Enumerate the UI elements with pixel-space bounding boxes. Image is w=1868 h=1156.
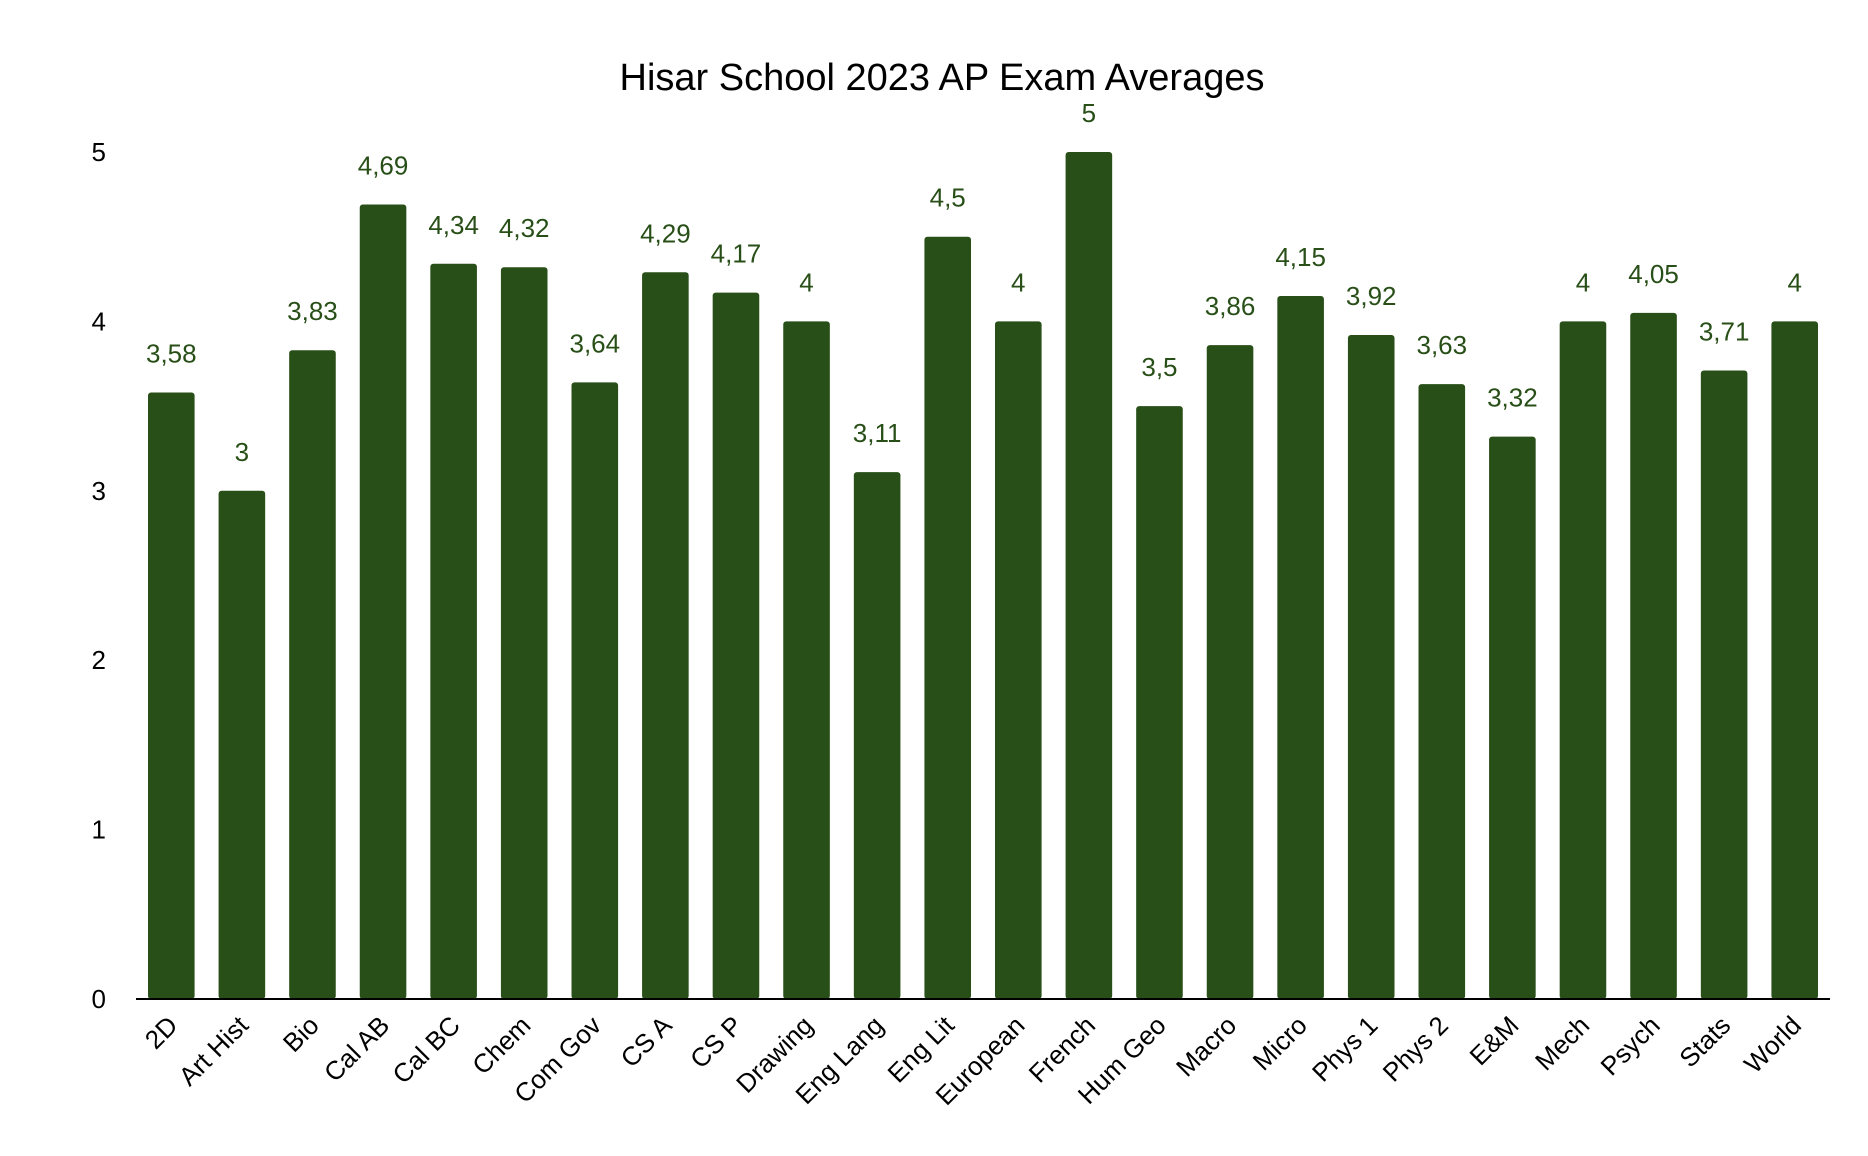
bar xyxy=(712,292,760,1000)
chart-title: Hisar School 2023 AP Exam Averages xyxy=(620,57,1265,99)
data-label: 3,63 xyxy=(1416,330,1467,360)
bar xyxy=(924,236,972,999)
bar xyxy=(1559,321,1607,999)
x-tick-label: Macro xyxy=(1170,1010,1242,1082)
bar xyxy=(430,263,477,999)
x-tick-label: E&M xyxy=(1464,1010,1525,1071)
data-label: 3,11 xyxy=(853,418,902,448)
bar xyxy=(571,382,619,999)
x-tick-label: Bio xyxy=(277,1010,325,1058)
data-label: 3,83 xyxy=(287,296,338,326)
data-label: 4,5 xyxy=(930,183,966,213)
bar xyxy=(148,392,195,999)
bar xyxy=(1347,334,1395,999)
bar xyxy=(289,350,336,999)
data-label: 4,34 xyxy=(428,210,479,240)
data-label: 4 xyxy=(799,267,813,297)
data-label: 3,86 xyxy=(1205,291,1256,321)
bar xyxy=(1065,152,1113,999)
y-tick-label: 4 xyxy=(92,306,106,336)
bar xyxy=(1489,436,1536,1000)
y-tick-label: 1 xyxy=(92,815,106,845)
data-label: 4 xyxy=(1787,267,1801,297)
data-label: 3,32 xyxy=(1487,383,1538,413)
bar xyxy=(995,321,1042,999)
y-tick-label: 3 xyxy=(92,476,106,506)
data-labels: 3,58 3 3,83 4,69 4,34 4,32 3,64 4,29 4,17 4 3,11 4,… xyxy=(146,98,1802,467)
x-tick-label: Art Hist xyxy=(173,1009,255,1091)
bar xyxy=(1700,370,1748,999)
data-label: 3,58 xyxy=(146,339,197,369)
data-label: 4,29 xyxy=(640,218,691,248)
bar xyxy=(1418,384,1466,1000)
data-label: 3,92 xyxy=(1346,281,1397,311)
x-tick-label: 2D xyxy=(139,1010,184,1055)
x-tick-label: CS P xyxy=(684,1010,748,1074)
bar xyxy=(1630,312,1677,999)
x-tick-label: Psych xyxy=(1594,1010,1665,1081)
bar xyxy=(853,472,901,999)
x-tick-label: World xyxy=(1738,1010,1807,1079)
data-label: 4 xyxy=(1576,267,1590,297)
data-label: 3,71 xyxy=(1699,317,1750,347)
y-tick-label: 5 xyxy=(92,137,106,167)
data-label: 4,15 xyxy=(1275,242,1326,272)
bar xyxy=(218,490,266,999)
bar xyxy=(1136,406,1183,1000)
x-tick-label: Phys 1 xyxy=(1306,1010,1383,1087)
bars xyxy=(148,152,1819,1000)
y-tick-label: 0 xyxy=(92,984,106,1014)
data-label: 4,17 xyxy=(711,239,762,269)
bar xyxy=(642,272,689,999)
data-label: 5 xyxy=(1082,98,1096,128)
bar xyxy=(1277,295,1324,999)
x-tick-label: CS A xyxy=(615,1010,679,1074)
bar xyxy=(500,267,548,999)
x-tick-label: Cal AB xyxy=(318,1010,395,1087)
y-axis: 0 1 2 3 4 5 xyxy=(92,137,106,1014)
x-tick-label: Mech xyxy=(1529,1010,1595,1076)
data-label: 3,64 xyxy=(569,328,620,358)
data-label: 3 xyxy=(235,437,249,467)
y-tick-label: 2 xyxy=(92,645,106,675)
x-tick-label: Micro xyxy=(1247,1010,1313,1076)
bar xyxy=(1206,345,1254,999)
bar xyxy=(783,321,830,999)
data-label: 4,69 xyxy=(358,151,409,181)
x-tick-label: Phys 2 xyxy=(1377,1010,1454,1087)
bar xyxy=(1771,321,1819,999)
data-label: 3,5 xyxy=(1141,352,1177,382)
data-label: 4,05 xyxy=(1628,259,1679,289)
x-tick-label: Stats xyxy=(1673,1010,1736,1073)
data-label: 4,32 xyxy=(499,213,550,243)
x-tick-label: Cal BC xyxy=(386,1010,465,1089)
data-label: 4 xyxy=(1011,267,1025,297)
bar xyxy=(359,204,407,999)
